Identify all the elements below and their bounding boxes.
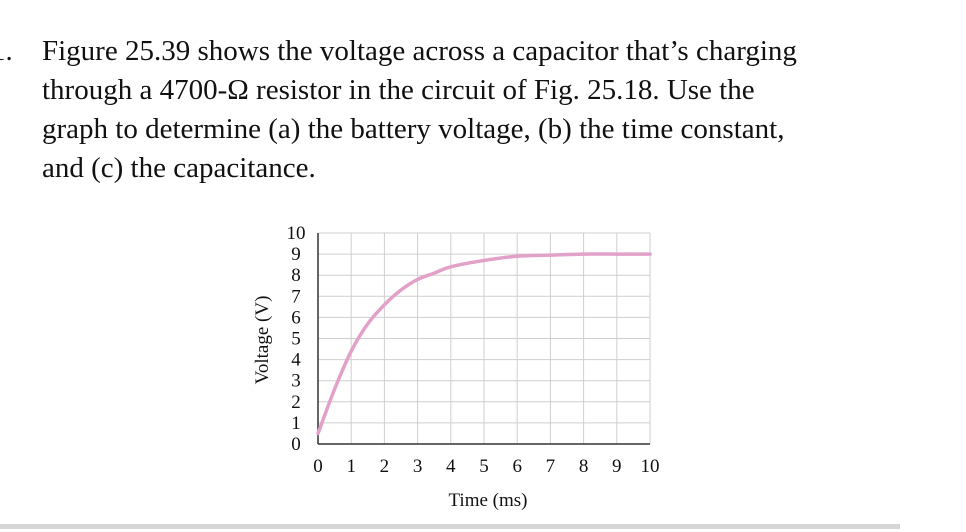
- x-tick-label: 4: [446, 456, 456, 477]
- y-axis-label: Voltage (V): [252, 296, 273, 385]
- x-tick-label: 0: [313, 456, 323, 477]
- y-tick-label: 9: [291, 244, 301, 265]
- y-tick-label: 10: [287, 223, 306, 244]
- x-tick-label: 6: [512, 456, 522, 477]
- problem-line: through a 4700-Ω resistor in the circuit…: [42, 74, 755, 106]
- y-tick-label: 7: [291, 286, 301, 307]
- problem-number: 1.: [0, 35, 13, 67]
- y-tick-label: 4: [291, 350, 301, 371]
- x-tick-label: 5: [479, 456, 489, 477]
- problem-line: and (c) the capacitance.: [42, 152, 316, 184]
- x-axis-label: Time (ms): [448, 490, 527, 511]
- y-tick-label: 5: [291, 329, 301, 350]
- y-tick-label: 1: [291, 413, 301, 434]
- x-tick-label: 7: [546, 456, 556, 477]
- x-tick-label: 1: [346, 456, 356, 477]
- x-tick-label: 2: [380, 456, 390, 477]
- x-tick-label: 10: [641, 456, 660, 477]
- y-tick-label: 0: [291, 434, 301, 455]
- y-tick-label: 8: [291, 265, 301, 286]
- y-tick-label: 6: [291, 307, 301, 328]
- problem-line: graph to determine (a) the battery volta…: [42, 113, 784, 145]
- problem-line: Figure 25.39 shows the voltage across a …: [42, 35, 797, 67]
- y-tick-label: 2: [291, 392, 301, 413]
- x-tick-label: 3: [413, 456, 423, 477]
- x-tick-label: 8: [579, 456, 589, 477]
- y-tick-label: 3: [291, 371, 301, 392]
- data-line: [316, 252, 652, 436]
- scrollbar: [0, 524, 900, 529]
- x-tick-label: 9: [612, 456, 622, 477]
